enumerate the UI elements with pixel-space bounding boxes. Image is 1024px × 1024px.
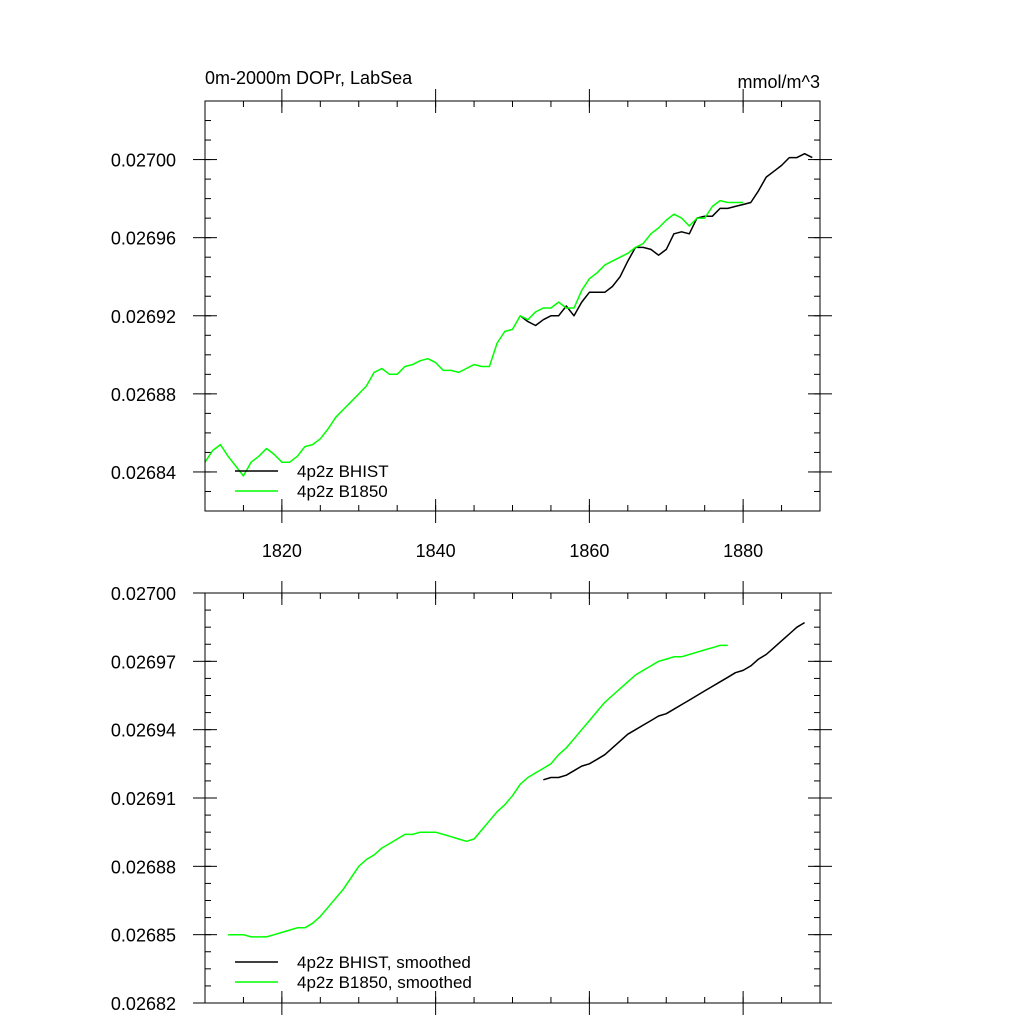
series-line-1 <box>228 644 728 938</box>
y-tick-label: 0.02694 <box>111 721 176 741</box>
units-label: mmol/m^3 <box>738 72 820 92</box>
y-tick-label: 0.02700 <box>111 584 176 604</box>
top-plot-frame <box>204 100 821 512</box>
y-tick-label: 0.02688 <box>111 857 176 877</box>
series-line-0 <box>543 621 805 781</box>
top-chart-panel: 0m-2000m DOPr, LabSea mmol/m^3 1820 1840 1… <box>111 68 832 561</box>
legend-label-b1850: 4p2z B1850 <box>297 482 388 501</box>
y-tick-label: 0.02682 <box>111 994 176 1014</box>
y-tick-label: 0.02700 <box>111 151 176 171</box>
legend-label-bhist-smoothed: 4p2z BHIST, smoothed <box>297 953 471 972</box>
x-tick-label: 1820 <box>262 541 302 561</box>
legend-label-b1850-smoothed: 4p2z B1850, smoothed <box>297 973 472 992</box>
bottom-chart-panel: 0.02682 0.02685 0.02688 0.02691 0.02694 0.026… <box>111 581 832 1015</box>
y-tick-label: 0.02685 <box>111 926 176 946</box>
top-series-lines <box>204 152 813 477</box>
x-tick-label: 1880 <box>723 541 763 561</box>
series-line-1 <box>204 199 744 477</box>
x-tick-label: 1840 <box>416 541 456 561</box>
bottom-plot-frame <box>204 592 821 1004</box>
top-axis-ticks: 1820 1840 1860 1880 0.02684 0.02688 0.02692 0.0… <box>111 89 832 561</box>
bottom-legend: 4p2z BHIST, smoothed 4p2z B1850, smoothe… <box>235 953 472 992</box>
top-legend: 4p2z BHIST 4p2z B1850 <box>235 462 389 501</box>
y-tick-label: 0.02688 <box>111 385 176 405</box>
chart-title: 0m-2000m DOPr, LabSea <box>205 68 413 88</box>
y-tick-label: 0.02696 <box>111 229 176 249</box>
x-tick-label: 1860 <box>569 541 609 561</box>
y-tick-label: 0.02691 <box>111 789 176 809</box>
bottom-series-lines <box>228 621 805 938</box>
y-tick-label: 0.02692 <box>111 307 176 327</box>
legend-label-bhist: 4p2z BHIST <box>297 462 389 481</box>
y-tick-label: 0.02684 <box>111 463 176 483</box>
series-line-0 <box>519 152 813 327</box>
y-tick-label: 0.02697 <box>111 652 176 672</box>
bottom-axis-ticks: 0.02682 0.02685 0.02688 0.02691 0.02694 0.026… <box>111 581 832 1015</box>
